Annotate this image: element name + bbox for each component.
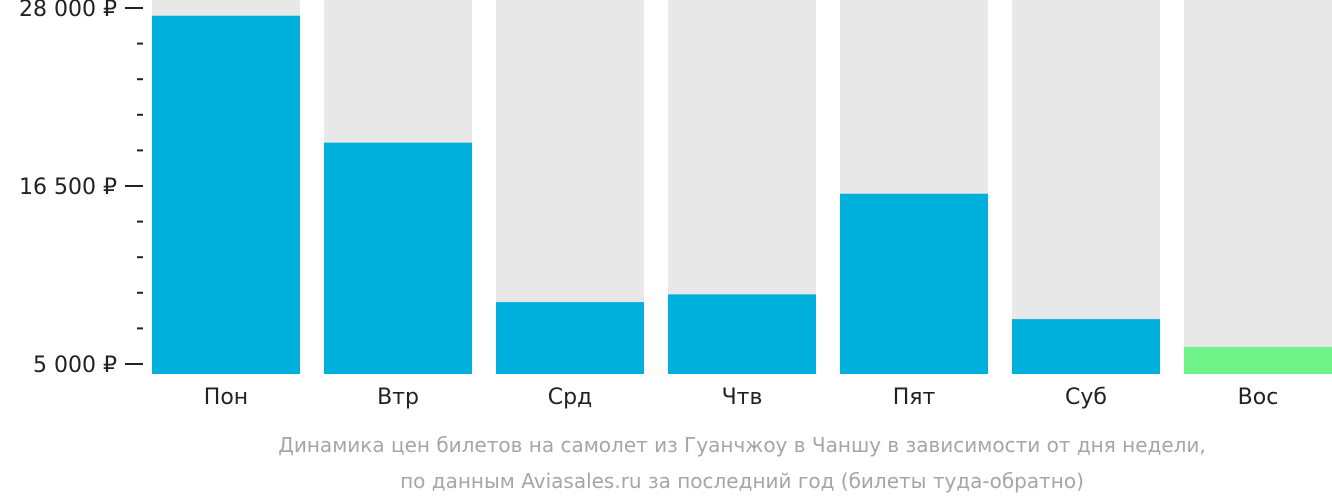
x-tick-label: Срд	[548, 385, 593, 410]
chart-caption: Динамика цен билетов на самолет из Гуанч…	[278, 433, 1206, 493]
x-tick-label: Вос	[1238, 385, 1279, 410]
y-axis: 28 000 ₽ 16 500 ₽ 5 000 ₽	[19, 0, 143, 378]
y-tick-label: 5 000 ₽	[33, 353, 117, 378]
x-tick-label: Втр	[377, 385, 419, 410]
bar-6[interactable]	[1012, 319, 1160, 374]
y-tick-label: 28 000 ₽	[19, 0, 117, 22]
caption-line-2: по данным Aviasales.ru за последний год …	[400, 469, 1084, 493]
bar-2[interactable]	[324, 142, 472, 374]
x-tick-label: Суб	[1065, 385, 1107, 410]
x-tick-label: Пят	[893, 385, 936, 410]
bar-1[interactable]	[152, 15, 300, 374]
x-tick-label: Чтв	[722, 385, 763, 410]
x-axis: Пон Втр Срд Чтв Пят Суб Вос	[204, 385, 1279, 410]
bar-track	[1012, 0, 1160, 374]
x-tick-label: Пон	[204, 385, 248, 410]
bars	[152, 0, 1332, 374]
y-tick-label: 16 500 ₽	[19, 175, 117, 200]
bar-3[interactable]	[496, 302, 644, 374]
bar-4[interactable]	[668, 294, 816, 374]
bar-track	[1184, 0, 1332, 374]
bar-5[interactable]	[840, 193, 988, 374]
bar-7[interactable]	[1184, 346, 1332, 374]
caption-line-1: Динамика цен билетов на самолет из Гуанч…	[278, 433, 1206, 457]
